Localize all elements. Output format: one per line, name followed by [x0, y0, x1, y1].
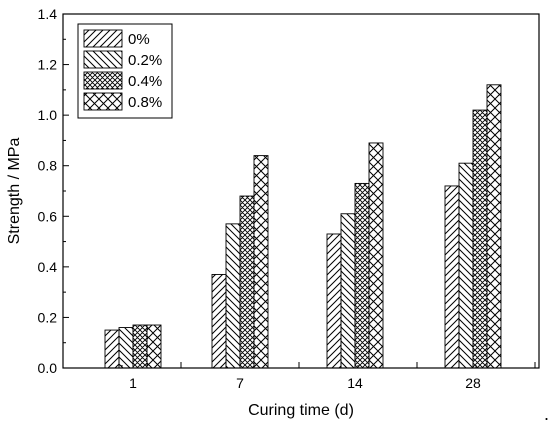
legend: 0% 0.2% 0.4% 0.8%: [77, 23, 173, 119]
y-axis: 0.0 0.2 0.4 0.6 0.8 1.0 1.2 1.4: [38, 6, 69, 376]
bar-7-0.8%: [253, 155, 269, 369]
bar-28-0.2%: [458, 162, 474, 369]
bars-layer: [104, 84, 502, 369]
bar-1-0.8%: [146, 324, 162, 369]
x-tick-label: 14: [347, 375, 363, 391]
bar-28-0%: [444, 185, 460, 369]
x-tick-label: 28: [465, 375, 481, 391]
y-tick-label: 1.4: [38, 6, 58, 22]
bar-7-0%: [211, 273, 227, 369]
bar-1-0.4%: [132, 324, 148, 369]
y-tick-label: 0.6: [38, 208, 58, 224]
legend-label-0.8%: 0.8%: [128, 94, 162, 111]
bar-28-0.8%: [486, 84, 502, 369]
y-tick-label: 0.2: [38, 309, 58, 325]
bar-1-0.2%: [118, 327, 134, 369]
legend-label-0.4%: 0.4%: [128, 73, 162, 90]
y-axis-title: Strength / MPa: [6, 138, 23, 245]
x-axis-title: Curing time (d): [248, 402, 354, 419]
bar-14-0.2%: [340, 213, 356, 369]
legend-swatch-0.8%: [83, 92, 123, 111]
bar-14-0%: [326, 233, 342, 369]
y-tick-label: 0.4: [38, 259, 58, 275]
y-tick-label: 0.8: [38, 158, 58, 174]
legend-label-0.2%: 0.2%: [128, 52, 162, 69]
x-tick-label: 1: [129, 375, 137, 391]
trailing-mark: .: [544, 404, 549, 424]
y-tick-label: 0.0: [38, 360, 58, 376]
bar-28-0.4%: [472, 109, 488, 369]
legend-swatch-0.4%: [83, 71, 123, 90]
x-axis: 1 7 14 28: [62, 362, 536, 391]
legend-swatch-0.2%: [83, 50, 123, 69]
x-tick-label: 7: [236, 375, 244, 391]
y-tick-label: 1.2: [38, 57, 58, 73]
bar-1-0%: [104, 329, 120, 369]
bar-14-0.8%: [368, 142, 384, 369]
legend-label-0%: 0%: [128, 31, 150, 48]
bar-7-0.2%: [225, 223, 241, 369]
y-tick-label: 1.0: [38, 107, 58, 123]
bar-14-0.4%: [354, 182, 370, 369]
bar-7-0.4%: [239, 195, 255, 369]
legend-swatch-0%: [83, 29, 123, 48]
